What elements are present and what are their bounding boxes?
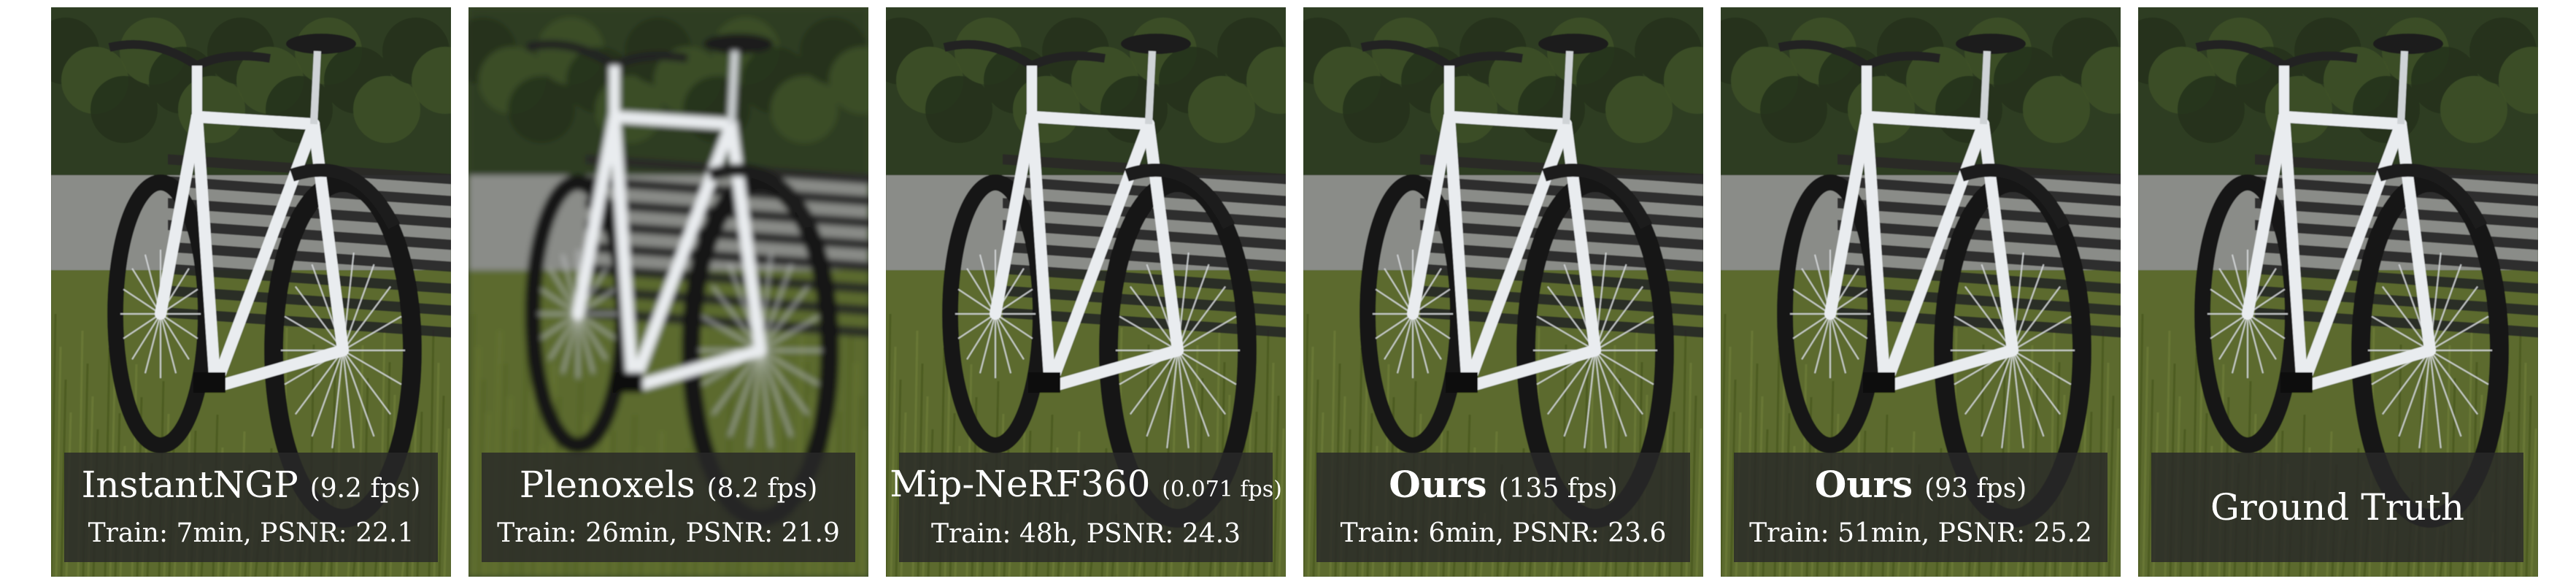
train-psnr-label: Train: 48h, PSNR: 24.3 xyxy=(930,519,1241,549)
panel-ours-fast: Ours (135 fps) Train: 6min, PSNR: 23.6 xyxy=(1303,7,1703,577)
panel-ours-full: Ours (93 fps) Train: 51min, PSNR: 25.2 xyxy=(1721,7,2121,577)
caption-box: Mip-NeRF360 (0.071 fps) Train: 48h, PSNR… xyxy=(890,453,1282,562)
fps-label: (9.2 fps) xyxy=(309,474,421,504)
caption-box: Ground Truth xyxy=(2151,453,2523,562)
method-name: InstantNGP xyxy=(81,464,298,506)
caption-title: Mip-NeRF360 (0.071 fps) xyxy=(890,462,1282,512)
train-psnr-label: Train: 26min, PSNR: 21.9 xyxy=(497,518,840,548)
panel-ground-truth: Ground Truth xyxy=(2138,7,2538,577)
method-name: Mip-NeRF360 xyxy=(890,463,1151,505)
panel-instantngp: InstantNGP (9.2 fps) Train: 7min, PSNR: … xyxy=(51,7,451,577)
fps-label: (8.2 fps) xyxy=(706,474,818,504)
caption-box: Plenoxels (8.2 fps) Train: 26min, PSNR: … xyxy=(482,453,855,562)
bicycle-render-image xyxy=(468,7,868,577)
caption-box: InstantNGP (9.2 fps) Train: 7min, PSNR: … xyxy=(64,453,438,562)
caption-title: Ours (135 fps) xyxy=(1389,463,1617,511)
method-name: Plenoxels xyxy=(519,464,695,506)
train-psnr-label: Train: 6min, PSNR: 23.6 xyxy=(1340,518,1667,548)
panel-mipnerf360: Mip-NeRF360 (0.071 fps) Train: 48h, PSNR… xyxy=(886,7,1286,577)
caption-box: Ours (135 fps) Train: 6min, PSNR: 23.6 xyxy=(1316,453,1690,562)
panel-plenoxels: Plenoxels (8.2 fps) Train: 26min, PSNR: … xyxy=(468,7,868,577)
train-psnr-label: Train: 7min, PSNR: 22.1 xyxy=(88,518,414,548)
method-name: Ours xyxy=(1389,463,1487,506)
caption-title: Ours (93 fps) xyxy=(1815,463,2027,511)
fps-label: (0.071 fps) xyxy=(1162,477,1282,502)
caption-box: Ours (93 fps) Train: 51min, PSNR: 25.2 xyxy=(1734,453,2108,562)
caption-title: Plenoxels (8.2 fps) xyxy=(520,463,818,511)
method-name: Ours xyxy=(1814,463,1913,506)
fps-label: (93 fps) xyxy=(1924,474,2027,504)
caption-title: InstantNGP (9.2 fps) xyxy=(82,463,421,511)
fps-label: (135 fps) xyxy=(1498,474,1618,504)
caption-title: Ground Truth xyxy=(2210,486,2464,529)
train-psnr-label: Train: 51min, PSNR: 25.2 xyxy=(1749,518,2092,548)
